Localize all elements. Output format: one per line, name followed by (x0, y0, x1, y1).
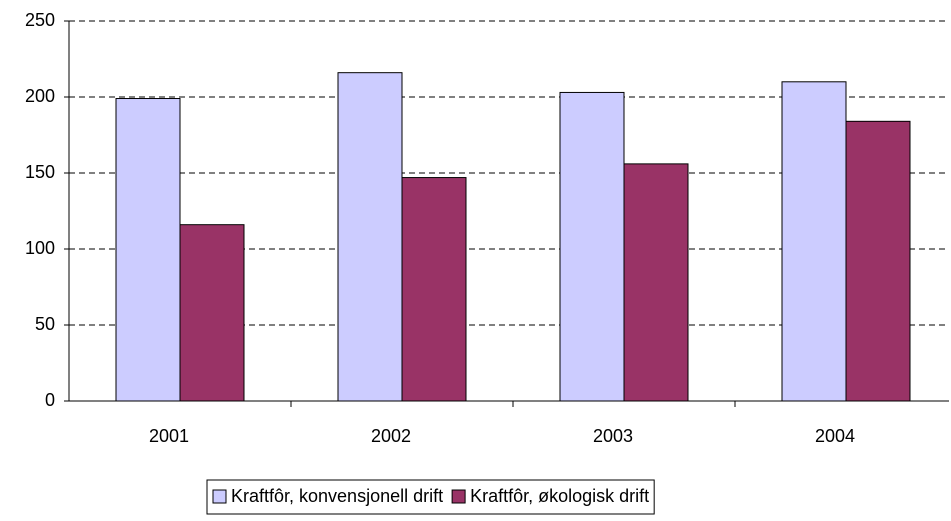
bar (781, 81, 847, 402)
bar (115, 98, 181, 402)
legend-swatch (212, 489, 227, 504)
legend: Kraftfôr, konvensjonell drift Kraftfôr, ø… (206, 479, 655, 515)
legend-label: Kraftfôr, økologisk drift (470, 486, 649, 506)
x-tick-label: 2002 (371, 426, 411, 446)
bar (559, 91, 625, 402)
y-tick-label: 250 (25, 10, 55, 30)
x-tick-label: 2004 (815, 426, 855, 446)
bar (179, 224, 245, 402)
y-tick-label: 50 (35, 314, 55, 334)
y-tick-label: 100 (25, 238, 55, 258)
y-tick-label: 150 (25, 162, 55, 182)
bar (623, 163, 689, 402)
legend-swatch (451, 489, 466, 504)
bar (845, 120, 911, 402)
bar (401, 177, 467, 402)
x-tick-label: 2001 (149, 426, 189, 446)
y-tick-label: 0 (45, 390, 55, 410)
bar (337, 72, 403, 402)
x-tick-label: 2003 (593, 426, 633, 446)
legend-label: Kraftfôr, konvensjonell drift (231, 486, 443, 506)
y-tick-label: 200 (25, 86, 55, 106)
legend-box (206, 479, 655, 515)
